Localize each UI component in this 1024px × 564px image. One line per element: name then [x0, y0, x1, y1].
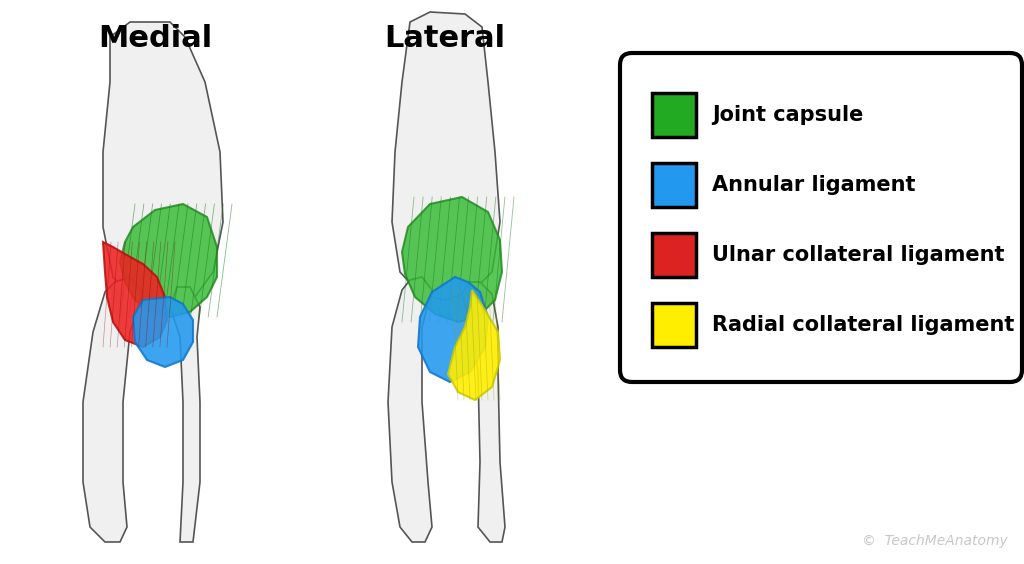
Bar [652, 233, 696, 277]
Polygon shape [103, 22, 223, 312]
Polygon shape [402, 197, 502, 322]
Polygon shape [133, 297, 193, 367]
Polygon shape [170, 287, 200, 542]
FancyBboxPatch shape [620, 53, 1022, 382]
Text: Joint capsule: Joint capsule [712, 105, 863, 125]
Bar [652, 93, 696, 137]
Bar [652, 163, 696, 207]
Polygon shape [449, 290, 500, 400]
Polygon shape [83, 277, 143, 542]
Text: Lateral: Lateral [384, 24, 506, 53]
Polygon shape [462, 282, 505, 542]
Bar [652, 303, 696, 347]
Text: Annular ligament: Annular ligament [712, 175, 915, 195]
Text: Medial: Medial [98, 24, 212, 53]
Polygon shape [418, 277, 488, 382]
Polygon shape [120, 204, 217, 317]
Text: Radial collateral ligament: Radial collateral ligament [712, 315, 1015, 335]
Text: ©  TeachMeAnatomy: © TeachMeAnatomy [862, 534, 1008, 548]
Polygon shape [103, 242, 167, 347]
Polygon shape [392, 12, 500, 300]
Polygon shape [388, 277, 432, 542]
Text: Ulnar collateral ligament: Ulnar collateral ligament [712, 245, 1005, 265]
